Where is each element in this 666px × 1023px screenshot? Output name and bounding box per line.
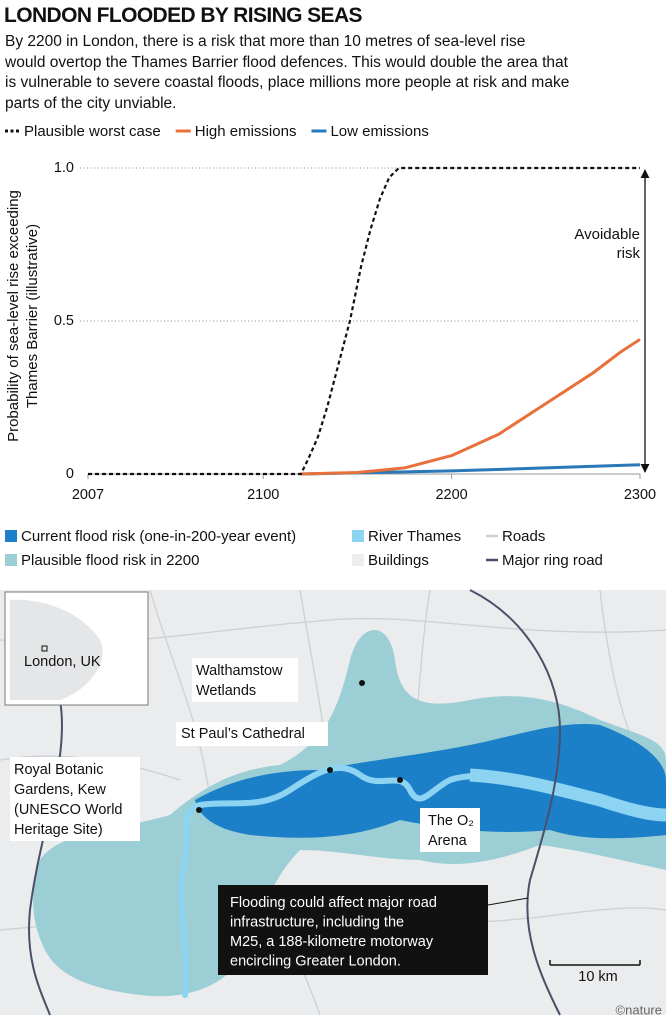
ring-road [28,589,562,1016]
place-label: Arena [428,833,468,849]
y-tick-label: 0 [66,466,74,482]
place-label: Heritage Site) [14,822,103,838]
legend-label: Roads [502,528,545,545]
place-label: (UNESCO World [14,802,123,818]
legend-label: River Thames [368,528,461,545]
legend-label: Plausible flood risk in 2200 [21,552,199,569]
line-series [300,338,641,476]
line-series [300,463,641,476]
legend-label: Plausible worst case [24,123,161,140]
title: LONDON FLOODED BY RISING SEAS [4,4,363,27]
river-estuary [469,768,666,822]
label-box [420,808,480,852]
legend-label: Current flood risk (one-in-200-year even… [21,528,296,545]
map [0,589,666,1016]
label-box [10,757,140,841]
legend-swatch [352,554,364,566]
legend-swatch [352,530,364,542]
callout-text: M25, a 188-kilometre motorway [230,934,434,950]
inset-land [10,599,103,700]
x-tick-label: 2200 [435,487,467,503]
road [149,589,211,801]
legend-label: Low emissions [330,123,428,140]
place-dot [196,807,202,813]
legend-label: Major ring road [502,552,603,569]
credit: ©nature [616,1002,662,1017]
x-tick-label: 2300 [624,487,656,503]
legend-swatch [5,554,17,566]
place-label: The O₂ [428,813,474,829]
callout-text: encircling Greater London. [230,953,401,969]
annotation: Avoidable [574,226,640,243]
place-label: Wetlands [196,683,256,699]
annotation: risk [617,245,641,262]
line-series [88,166,640,476]
callout-leader [487,897,529,906]
x-tick-label: 2007 [72,487,104,503]
y-tick-label: 0.5 [54,313,74,329]
subtitle: By 2200 in London, there is a risk that … [5,33,570,112]
x-tick-label: 2100 [247,487,279,503]
place-dot [397,777,403,783]
label-box [192,658,298,702]
place-label: St Paul’s Cathedral [181,726,305,742]
legend-swatch [5,530,17,542]
label-box [176,722,328,746]
callout-text: infrastructure, including the [230,914,404,930]
inset-marker [41,645,48,652]
ring-road-segment [469,589,562,1016]
ring-road-segment [28,699,64,1016]
y-axis-label: Probability of sea-level rise exceeding [5,190,22,442]
place-label: Gardens, Kew [14,782,106,798]
inset-label: London, UK [24,654,101,670]
y-tick-label: 1.0 [54,160,74,176]
place-dot [327,767,333,773]
scale-label: 10 km [578,969,618,985]
place-dot [359,680,365,686]
callout-box [218,885,488,975]
place-label: Royal Botanic [14,762,103,778]
legend-label: Buildings [368,552,429,569]
current-flood-area [195,724,666,839]
legend-label: High emissions [195,123,297,140]
callout-text: Flooding could affect major road [230,895,437,911]
y-axis-label: Thames Barrier (illustrative) [24,224,41,408]
place-label: Walthamstow [196,663,283,679]
